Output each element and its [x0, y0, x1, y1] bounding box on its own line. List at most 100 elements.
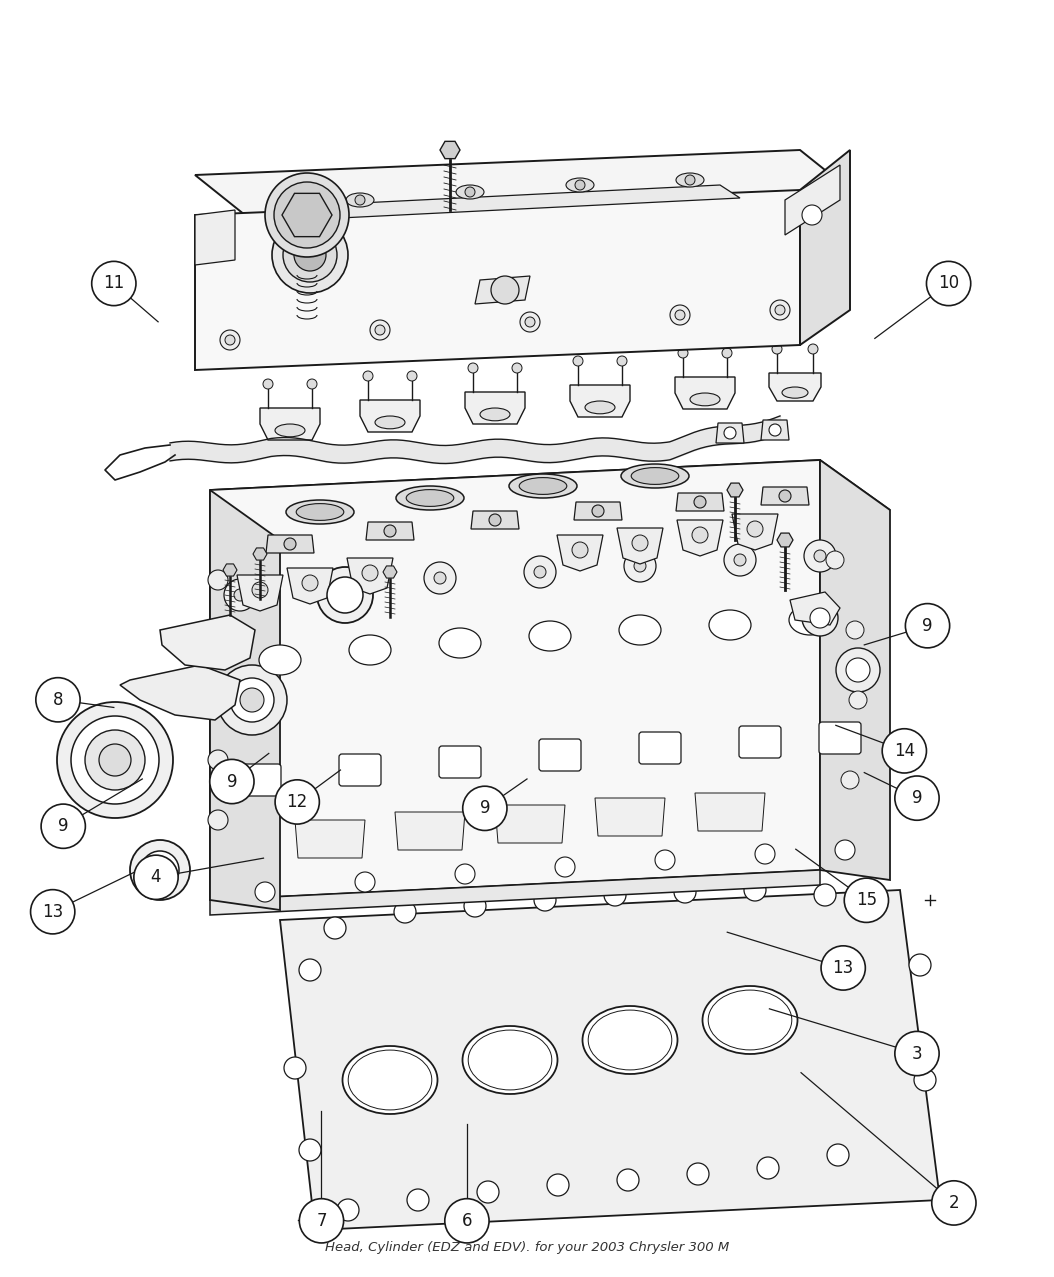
Circle shape [141, 850, 179, 889]
Polygon shape [282, 193, 332, 236]
Ellipse shape [676, 172, 704, 186]
Polygon shape [347, 558, 393, 594]
Text: 13: 13 [833, 959, 854, 977]
Circle shape [92, 262, 136, 305]
Text: 15: 15 [856, 891, 877, 909]
Circle shape [779, 490, 790, 502]
Text: 6: 6 [462, 1212, 472, 1230]
Circle shape [265, 172, 349, 257]
FancyBboxPatch shape [539, 739, 581, 771]
Ellipse shape [348, 1050, 432, 1110]
Circle shape [208, 750, 228, 770]
Ellipse shape [585, 401, 614, 414]
Text: 11: 11 [103, 275, 124, 292]
Polygon shape [475, 276, 530, 304]
Circle shape [407, 1189, 429, 1211]
Circle shape [299, 1139, 321, 1161]
Circle shape [635, 561, 646, 572]
FancyBboxPatch shape [339, 753, 380, 787]
Circle shape [670, 305, 690, 326]
Text: Head, Cylinder (EDZ and EDV). for your 2003 Chrysler 300 M: Head, Cylinder (EDZ and EDV). for your 2… [325, 1241, 729, 1254]
Circle shape [604, 884, 626, 905]
Circle shape [36, 678, 80, 722]
Circle shape [827, 1144, 850, 1166]
Circle shape [844, 879, 889, 922]
Circle shape [362, 564, 378, 581]
Polygon shape [287, 568, 333, 604]
Circle shape [489, 515, 501, 526]
Circle shape [744, 879, 766, 902]
Ellipse shape [406, 489, 454, 507]
Circle shape [617, 356, 627, 366]
Polygon shape [223, 564, 237, 576]
Polygon shape [731, 515, 778, 550]
Circle shape [272, 217, 348, 292]
Circle shape [477, 1181, 499, 1203]
Circle shape [240, 688, 264, 713]
Circle shape [769, 424, 781, 435]
Ellipse shape [275, 424, 305, 437]
Circle shape [811, 608, 829, 628]
Circle shape [520, 312, 540, 332]
Circle shape [678, 349, 688, 358]
Circle shape [692, 527, 708, 543]
Text: 9: 9 [480, 799, 490, 817]
Ellipse shape [456, 185, 484, 199]
Ellipse shape [708, 990, 792, 1050]
Circle shape [424, 562, 456, 594]
Ellipse shape [588, 1010, 671, 1070]
Ellipse shape [468, 1031, 552, 1091]
Circle shape [455, 865, 475, 884]
Polygon shape [210, 870, 820, 916]
Polygon shape [440, 142, 460, 158]
Circle shape [826, 550, 844, 570]
Polygon shape [790, 593, 840, 624]
Polygon shape [210, 490, 280, 911]
Text: 4: 4 [151, 868, 161, 886]
Circle shape [252, 582, 268, 598]
Circle shape [130, 840, 190, 900]
FancyBboxPatch shape [239, 764, 281, 796]
Circle shape [275, 780, 319, 824]
Circle shape [850, 691, 867, 709]
Polygon shape [120, 665, 240, 720]
Circle shape [694, 495, 706, 508]
Circle shape [617, 1168, 639, 1191]
Circle shape [299, 959, 321, 981]
Ellipse shape [286, 501, 354, 524]
Circle shape [926, 262, 971, 305]
Circle shape [722, 349, 731, 358]
Circle shape [299, 1199, 344, 1243]
Circle shape [407, 372, 417, 381]
Ellipse shape [703, 986, 798, 1054]
Polygon shape [195, 149, 850, 215]
Circle shape [370, 321, 390, 340]
Polygon shape [395, 812, 465, 850]
Circle shape [685, 175, 695, 185]
Circle shape [534, 566, 546, 578]
Circle shape [802, 206, 822, 225]
Text: 13: 13 [42, 903, 63, 921]
Circle shape [284, 229, 337, 282]
Polygon shape [570, 384, 630, 418]
Polygon shape [195, 190, 800, 370]
Text: 9: 9 [912, 789, 922, 807]
Circle shape [836, 647, 880, 692]
Polygon shape [761, 487, 809, 504]
Circle shape [724, 544, 756, 576]
Circle shape [220, 329, 240, 350]
Text: 8: 8 [53, 691, 63, 709]
Circle shape [882, 729, 926, 773]
Text: 3: 3 [912, 1045, 922, 1062]
Ellipse shape [375, 416, 405, 429]
FancyBboxPatch shape [639, 732, 681, 764]
Circle shape [375, 326, 385, 335]
Polygon shape [820, 460, 890, 880]
Circle shape [41, 805, 85, 848]
Circle shape [808, 344, 818, 354]
Text: 9: 9 [58, 817, 69, 835]
Ellipse shape [789, 605, 831, 635]
Circle shape [324, 917, 346, 939]
Ellipse shape [709, 610, 752, 640]
Polygon shape [800, 149, 850, 345]
